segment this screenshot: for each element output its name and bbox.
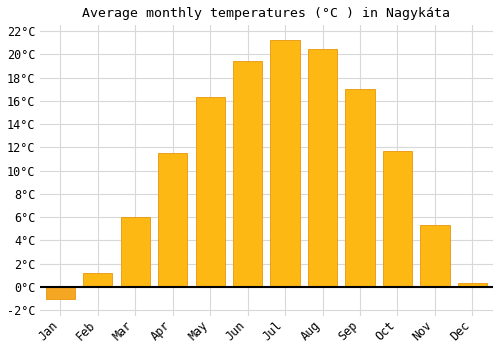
- Title: Average monthly temperatures (°C ) in Nagykáta: Average monthly temperatures (°C ) in Na…: [82, 7, 450, 20]
- Bar: [46, 287, 75, 299]
- Bar: [120, 217, 150, 287]
- Bar: [346, 89, 374, 287]
- Bar: [270, 40, 300, 287]
- Bar: [308, 49, 337, 287]
- Bar: [158, 153, 188, 287]
- Bar: [383, 151, 412, 287]
- Bar: [233, 61, 262, 287]
- Bar: [458, 284, 487, 287]
- Bar: [420, 225, 450, 287]
- Bar: [83, 273, 112, 287]
- Bar: [196, 97, 224, 287]
